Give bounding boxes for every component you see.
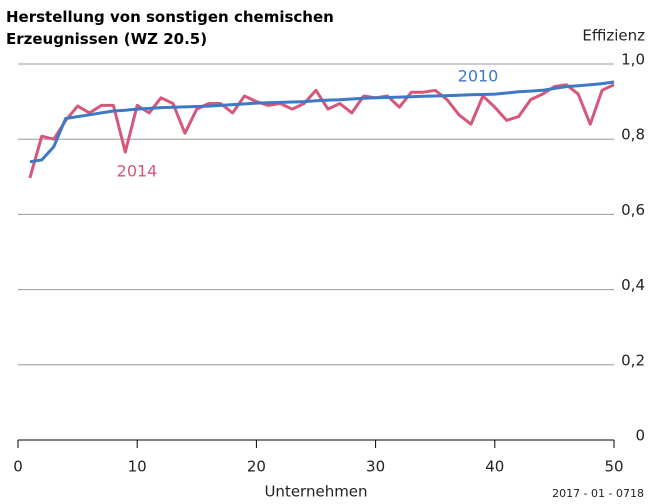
x-tick-label: 40 — [485, 458, 504, 476]
y-tick-label: 0,4 — [621, 276, 645, 294]
x-tick-label: 20 — [247, 458, 266, 476]
series-line — [29, 80, 615, 164]
x-tick-label: 0 — [13, 458, 23, 476]
y-tick-label: 1,0 — [621, 51, 645, 69]
y-axis-label: Effizienz — [582, 27, 645, 45]
x-tick-label: 30 — [366, 458, 385, 476]
y-tick-label: 0,8 — [621, 126, 645, 144]
series-label: 2010 — [458, 67, 499, 86]
x-tick-label: 50 — [604, 458, 623, 476]
x-tick-label: 10 — [128, 458, 147, 476]
y-tick-label: 0 — [635, 427, 645, 445]
y-tick-label: 0,6 — [621, 201, 645, 219]
series-label: 2014 — [117, 162, 158, 181]
chart-title: Herstellung von sonstigen chemischen Erz… — [6, 8, 334, 48]
x-axis-label: Unternehmen — [264, 483, 367, 501]
y-tick-label: 0,2 — [621, 351, 645, 369]
source-note: 2017 - 01 - 0718 — [552, 487, 644, 500]
